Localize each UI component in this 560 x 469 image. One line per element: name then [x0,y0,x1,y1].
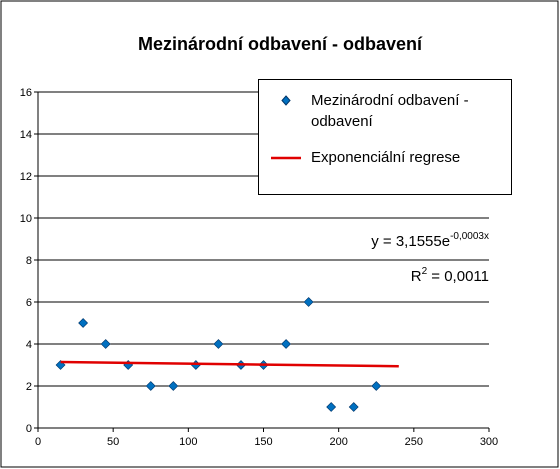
point [371,381,382,391]
chart-title: Mezinárodní odbavení - odbavení [138,34,423,54]
legend-marker [271,156,301,160]
point [326,402,337,412]
point [168,381,179,391]
legend: Mezinárodní odbavení - odbavení Exponenc… [258,79,512,195]
point [348,402,359,412]
y-tick-label: 4 [26,339,32,351]
point [281,339,291,349]
legend-entry: Exponenciální regrese [271,147,501,168]
point [100,339,111,349]
legend-label: Mezinárodní odbavení - odbavení [311,92,469,130]
x-tick-label: 200 [329,436,347,448]
legend-diamond [281,95,291,106]
point [213,339,224,349]
x-tick-label: 300 [480,436,498,448]
annotation-text: y = 3,1555e [371,233,450,250]
point [145,381,156,391]
x-tick-label: 50 [107,436,119,448]
legend-label: Exponenciální regrese [311,149,461,166]
y-tick-label: 10 [20,213,32,225]
legend-marker [281,95,291,106]
x-tick-label: 100 [179,436,197,448]
y-tick-label: 8 [26,255,32,267]
x-tick-label: 0 [35,436,41,448]
annotation-superscript: 2 [422,266,428,277]
annotation-text: R [411,268,422,285]
annotation: R2 = 0,0011 [411,266,489,285]
y-tick-label: 12 [20,171,32,183]
point [78,318,89,328]
y-tick-label: 16 [20,87,32,99]
y-tick-label: 0 [26,423,32,435]
annotation-superscript: -0,0003x [450,231,489,242]
x-tick-label: 150 [254,436,272,448]
x-tick-label: 250 [405,436,423,448]
legend-entry: Mezinárodní odbavení - odbavení [271,90,501,132]
annotation-suffix: = 0,0011 [427,268,489,285]
trendline [60,360,399,368]
y-tick-label: 14 [20,129,32,141]
annotation: y = 3,1555e-0,0003x [371,231,489,250]
y-tick-label: 2 [26,381,32,393]
point [303,297,314,307]
y-tick-label: 6 [26,297,32,309]
